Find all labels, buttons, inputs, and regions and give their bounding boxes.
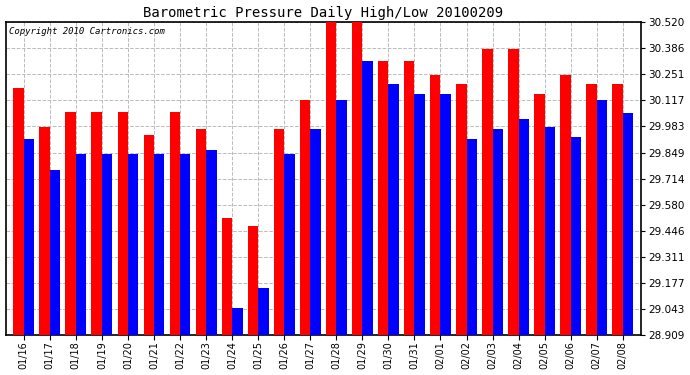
Bar bbox=[612, 84, 623, 335]
Title: Barometric Pressure Daily High/Low 20100209: Barometric Pressure Daily High/Low 20100… bbox=[144, 6, 503, 20]
Bar bbox=[404, 61, 415, 335]
Bar bbox=[310, 129, 321, 335]
Bar bbox=[206, 150, 217, 335]
Bar bbox=[571, 137, 581, 335]
Bar bbox=[519, 119, 529, 335]
Bar bbox=[482, 50, 493, 335]
Bar bbox=[466, 139, 477, 335]
Bar bbox=[76, 154, 86, 335]
Bar bbox=[378, 61, 388, 335]
Bar bbox=[352, 22, 362, 335]
Bar bbox=[415, 94, 425, 335]
Bar bbox=[508, 50, 519, 335]
Bar bbox=[196, 129, 206, 335]
Bar bbox=[586, 84, 597, 335]
Bar bbox=[456, 84, 466, 335]
Bar bbox=[221, 218, 232, 335]
Bar bbox=[623, 114, 633, 335]
Bar bbox=[362, 61, 373, 335]
Bar bbox=[23, 139, 34, 335]
Bar bbox=[326, 22, 336, 335]
Bar bbox=[248, 226, 258, 335]
Bar bbox=[117, 111, 128, 335]
Bar bbox=[300, 100, 310, 335]
Bar bbox=[493, 129, 503, 335]
Bar bbox=[440, 94, 451, 335]
Bar bbox=[39, 127, 50, 335]
Bar bbox=[534, 94, 544, 335]
Bar bbox=[430, 75, 440, 335]
Bar bbox=[102, 154, 112, 335]
Bar bbox=[66, 111, 76, 335]
Bar bbox=[13, 88, 23, 335]
Bar bbox=[154, 154, 164, 335]
Bar bbox=[144, 135, 154, 335]
Text: Copyright 2010 Cartronics.com: Copyright 2010 Cartronics.com bbox=[9, 27, 165, 36]
Bar bbox=[258, 288, 268, 335]
Bar bbox=[597, 100, 607, 335]
Bar bbox=[232, 308, 243, 335]
Bar bbox=[336, 100, 346, 335]
Bar bbox=[274, 129, 284, 335]
Bar bbox=[50, 170, 60, 335]
Bar bbox=[544, 127, 555, 335]
Bar bbox=[180, 154, 190, 335]
Bar bbox=[284, 154, 295, 335]
Bar bbox=[92, 111, 102, 335]
Bar bbox=[560, 75, 571, 335]
Bar bbox=[128, 154, 139, 335]
Bar bbox=[388, 84, 399, 335]
Bar bbox=[170, 111, 180, 335]
